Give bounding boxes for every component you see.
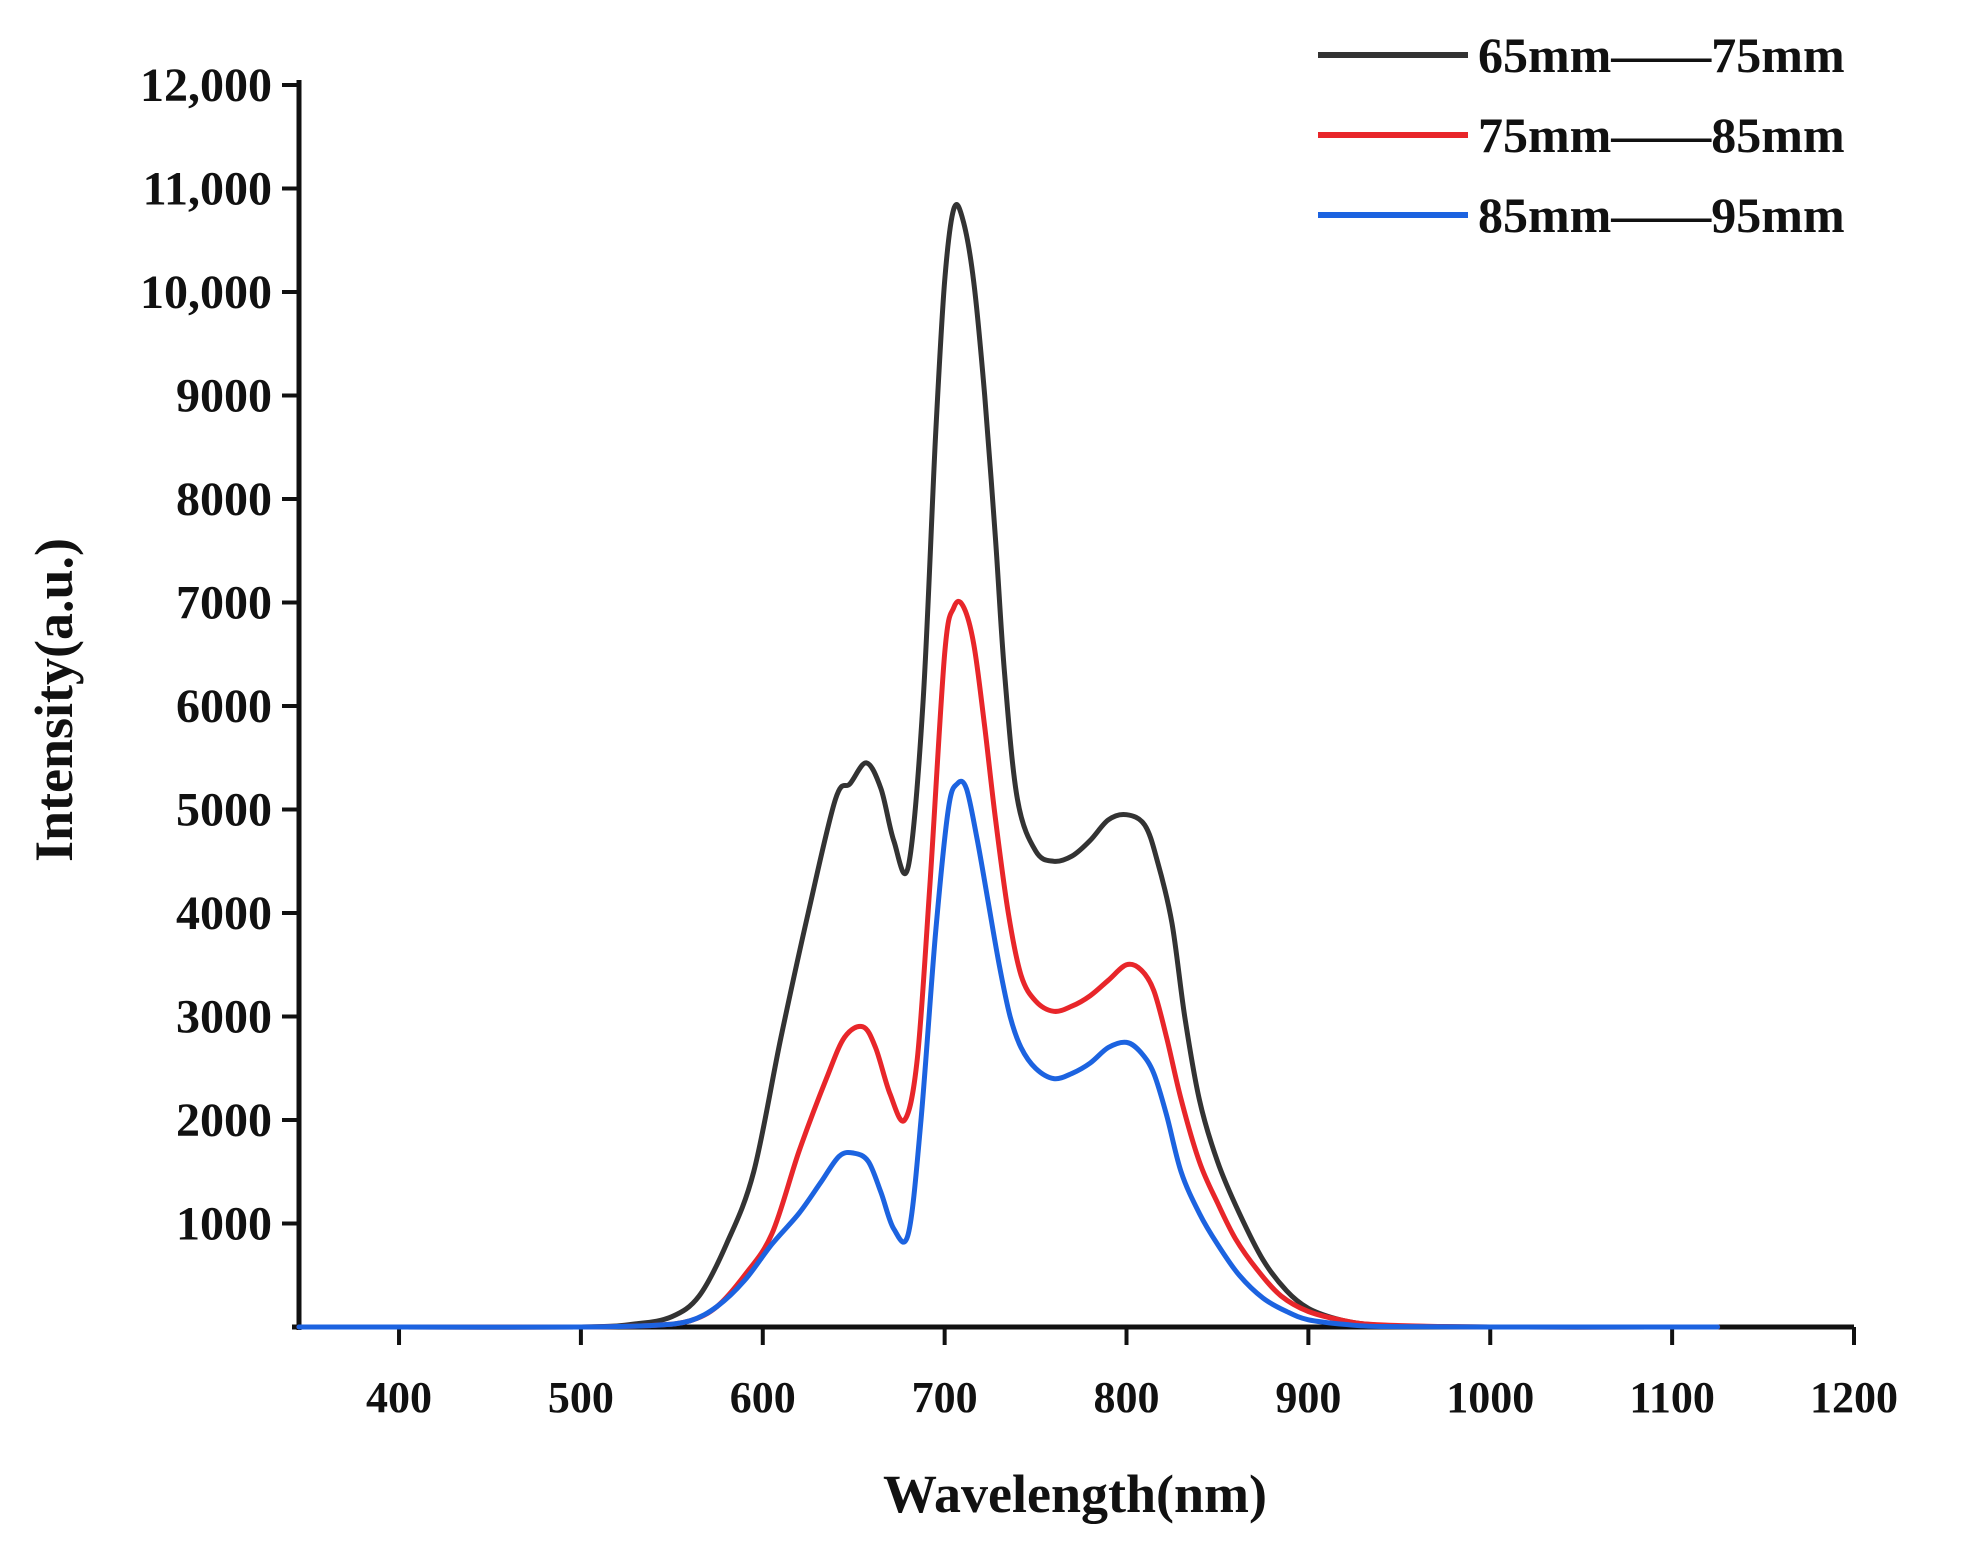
x-tick-label: 800 <box>1094 1373 1160 1422</box>
y-tick-label: 11,000 <box>143 163 272 216</box>
y-tick-label: 6000 <box>176 680 272 733</box>
x-tick-label: 900 <box>1275 1373 1341 1422</box>
y-tick-label: 7000 <box>176 577 272 630</box>
legend-label: 65mm——75mm <box>1478 27 1845 83</box>
x-ticks: 400 500 600 700 800 900 1000 1100 1200 <box>366 1327 1898 1422</box>
legend-label: 75mm——85mm <box>1478 107 1845 163</box>
y-axis-title: Intensity(a.u.) <box>24 538 84 862</box>
legend-entry-65-75mm: 65mm——75mm <box>1318 27 1845 83</box>
legend-entry-75-85mm: 75mm——85mm <box>1318 107 1845 163</box>
legend: 65mm——75mm 75mm——85mm 85mm——95mm <box>1318 27 1845 243</box>
x-tick-label: 1000 <box>1446 1373 1534 1422</box>
y-tick-label: 1000 <box>176 1198 272 1251</box>
x-tick-label: 600 <box>730 1373 796 1422</box>
y-tick-label: 8000 <box>176 473 272 526</box>
x-tick-label: 500 <box>548 1373 614 1422</box>
y-tick-label: 12,000 <box>140 59 272 112</box>
legend-label: 85mm——95mm <box>1478 187 1845 243</box>
y-tick-label: 10,000 <box>140 266 272 319</box>
y-ticks: 1000 2000 3000 4000 5000 6000 7000 8000 9000 10,0… <box>140 59 299 1251</box>
x-tick-label: 1200 <box>1810 1373 1898 1422</box>
y-tick-label: 9000 <box>176 370 272 423</box>
y-tick-label: 4000 <box>176 887 272 940</box>
x-tick-label: 700 <box>912 1373 978 1422</box>
y-tick-label: 2000 <box>176 1094 272 1147</box>
y-tick-label: 3000 <box>176 991 272 1044</box>
x-tick-label: 1100 <box>1629 1373 1715 1422</box>
legend-entry-85-95mm: 85mm——95mm <box>1318 187 1845 243</box>
plot-area: 1000 2000 3000 4000 5000 6000 7000 8000 9000 10,0… <box>140 59 1898 1422</box>
series-line-85-95mm <box>296 778 1721 1330</box>
x-axis-title: Wavelength(nm) <box>883 1464 1267 1524</box>
y-tick-label: 5000 <box>176 784 272 837</box>
series-line-75-85mm <box>296 598 1721 1330</box>
series-line-65-75mm <box>296 202 1721 1330</box>
series-lines <box>296 202 1721 1330</box>
x-tick-label: 400 <box>366 1373 432 1422</box>
